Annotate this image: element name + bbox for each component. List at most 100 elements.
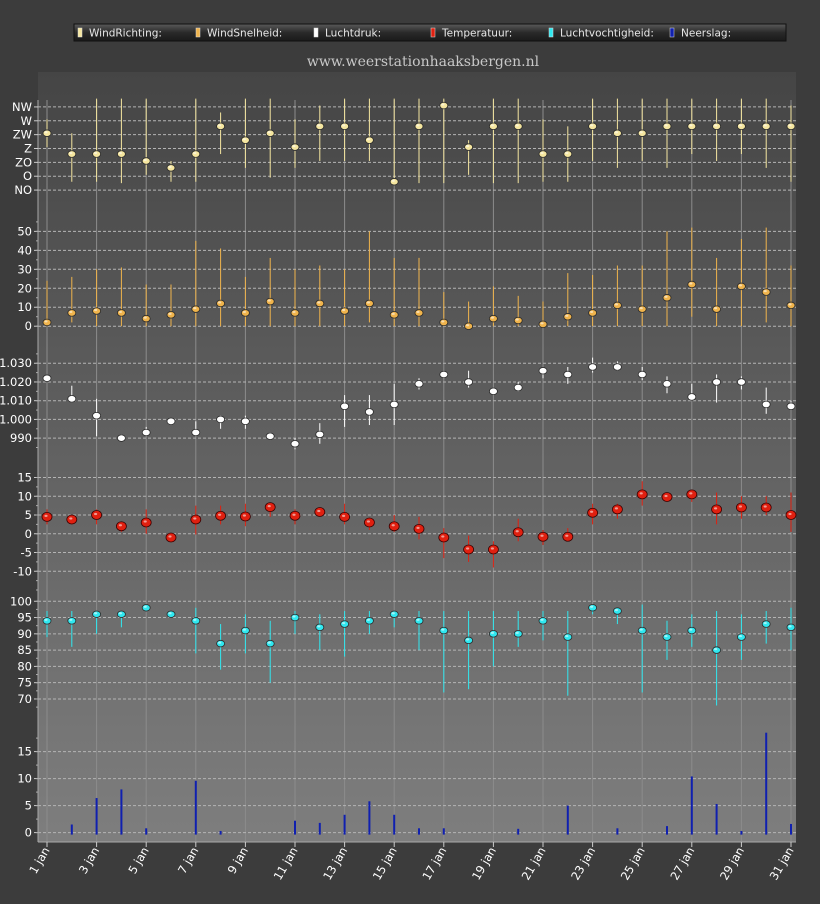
point-highlight xyxy=(664,634,668,638)
point-highlight xyxy=(788,625,792,628)
y-tick-label: NW xyxy=(12,100,32,114)
y-tick-label: 5 xyxy=(25,799,32,813)
data-point xyxy=(786,623,796,632)
point-highlight xyxy=(639,372,643,375)
precip-bar xyxy=(194,780,197,835)
data-point xyxy=(190,514,202,525)
precip-bar xyxy=(566,805,569,835)
point-highlight xyxy=(763,505,767,508)
point-highlight xyxy=(69,310,73,314)
data-point xyxy=(513,383,523,392)
data-point xyxy=(265,297,275,306)
data-point xyxy=(662,380,672,388)
y-tick-label: -5 xyxy=(21,546,32,560)
data-point xyxy=(662,122,672,131)
precip-bar xyxy=(517,828,520,835)
point-highlight xyxy=(143,158,147,162)
point-highlight xyxy=(540,368,544,371)
point-highlight xyxy=(44,131,48,134)
y-tick-label: 0 xyxy=(25,319,32,333)
point-highlight xyxy=(292,615,296,618)
point-highlight xyxy=(168,312,172,315)
data-point xyxy=(116,521,127,532)
data-point xyxy=(737,378,746,386)
point-highlight xyxy=(118,524,122,527)
x-tick-label: 31 jan xyxy=(767,845,797,883)
point-highlight xyxy=(69,151,73,155)
point-highlight xyxy=(267,299,271,302)
point-highlight xyxy=(143,430,147,433)
data-point xyxy=(588,604,597,612)
data-point xyxy=(239,511,251,522)
point-highlight xyxy=(515,124,519,127)
legend-items: WindRichting: WindSnelheid: Luchtdruk: Temp… xyxy=(77,28,731,40)
point-highlight xyxy=(639,628,643,631)
data-point xyxy=(538,617,548,625)
legend-label: Neerslag: xyxy=(681,28,731,40)
data-point xyxy=(538,320,548,329)
point-highlight xyxy=(590,605,594,608)
x-tick-label: 5 jan xyxy=(125,845,151,877)
data-point xyxy=(487,544,499,555)
x-tick-label: 1 jan xyxy=(26,845,52,877)
point-highlight xyxy=(466,324,470,327)
y-tick-label: O xyxy=(23,169,32,183)
data-point xyxy=(637,305,647,313)
legend-bar: WindRichting: WindSnelheid: Luchtdruk: Temp… xyxy=(73,23,787,42)
point-highlight xyxy=(366,138,370,141)
data-point xyxy=(513,630,523,638)
y-tick-label: 15 xyxy=(17,471,32,485)
point-highlight xyxy=(540,151,544,155)
point-highlight xyxy=(763,124,767,127)
y-tick-label: 70 xyxy=(17,692,32,706)
point-highlight xyxy=(738,284,743,287)
y-tick-label: 95 xyxy=(17,611,32,625)
y-tick-label: 10 xyxy=(17,489,32,503)
point-highlight xyxy=(763,289,767,293)
data-point xyxy=(389,311,399,319)
data-point xyxy=(388,521,400,532)
point-highlight xyxy=(788,124,792,127)
y-tick-label: 15 xyxy=(17,745,32,759)
data-point xyxy=(315,299,325,308)
data-point xyxy=(265,639,275,648)
data-point xyxy=(488,630,498,638)
data-point xyxy=(463,544,475,555)
point-highlight xyxy=(441,535,445,538)
data-point xyxy=(315,122,325,131)
data-point xyxy=(42,129,52,137)
data-point xyxy=(736,502,747,513)
data-point xyxy=(216,415,226,424)
point-highlight xyxy=(565,314,569,317)
x-tick-label: 3 jan xyxy=(76,845,102,877)
data-point xyxy=(737,633,746,641)
data-point xyxy=(662,294,672,302)
precip-bar xyxy=(616,828,619,835)
data-point xyxy=(290,309,300,317)
point-highlight xyxy=(738,505,743,508)
point-highlight xyxy=(614,303,619,306)
data-point xyxy=(613,129,622,137)
data-point xyxy=(92,150,101,158)
point-highlight xyxy=(317,432,321,435)
point-highlight xyxy=(94,151,98,155)
data-point xyxy=(513,122,523,131)
data-point xyxy=(712,378,721,386)
point-highlight xyxy=(118,310,122,314)
y-tick-label: 85 xyxy=(17,643,32,657)
data-point xyxy=(761,288,771,296)
point-highlight xyxy=(714,379,718,383)
precip-bar xyxy=(690,776,693,835)
point-highlight xyxy=(515,385,519,388)
data-point xyxy=(439,318,449,327)
data-point xyxy=(340,122,350,131)
data-point xyxy=(538,367,548,375)
point-highlight xyxy=(416,526,420,529)
legend-label: WindSnelheid: xyxy=(207,28,282,40)
data-point xyxy=(67,395,77,403)
point-highlight xyxy=(342,514,346,517)
legend-label: Luchtdruk: xyxy=(325,28,381,40)
point-highlight xyxy=(267,131,271,134)
data-layer xyxy=(41,98,797,835)
data-point xyxy=(265,432,275,440)
